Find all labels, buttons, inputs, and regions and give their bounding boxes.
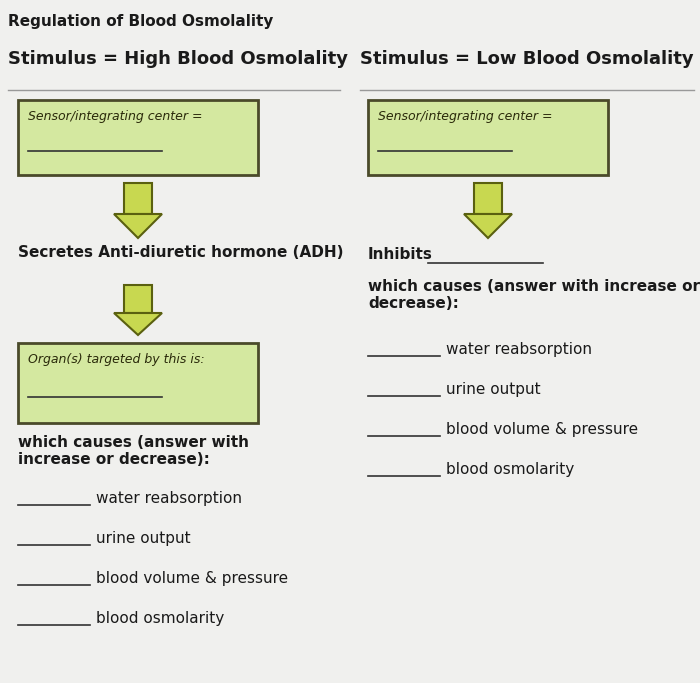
Text: Regulation of Blood Osmolality: Regulation of Blood Osmolality: [8, 14, 274, 29]
Text: blood volume & pressure: blood volume & pressure: [96, 571, 288, 586]
Polygon shape: [464, 214, 512, 238]
Text: Sensor/integrating center =: Sensor/integrating center =: [28, 110, 202, 123]
Text: blood volume & pressure: blood volume & pressure: [446, 422, 638, 437]
Text: urine output: urine output: [96, 531, 190, 546]
Text: Stimulus = High Blood Osmolality: Stimulus = High Blood Osmolality: [8, 50, 348, 68]
Polygon shape: [124, 285, 152, 313]
Text: Organ(s) targeted by this is:: Organ(s) targeted by this is:: [28, 353, 204, 366]
Text: blood osmolarity: blood osmolarity: [446, 462, 574, 477]
Polygon shape: [114, 214, 162, 238]
Text: which causes (answer with
increase or decrease):: which causes (answer with increase or de…: [18, 435, 249, 467]
FancyBboxPatch shape: [368, 100, 608, 175]
Text: Sensor/integrating center =: Sensor/integrating center =: [378, 110, 552, 123]
Polygon shape: [124, 183, 152, 214]
FancyBboxPatch shape: [18, 343, 258, 423]
Polygon shape: [114, 313, 162, 335]
Text: which causes (answer with increase or
decrease):: which causes (answer with increase or de…: [368, 279, 700, 311]
Text: water reabsorption: water reabsorption: [96, 491, 242, 506]
Text: Inhibits: Inhibits: [368, 247, 433, 262]
Polygon shape: [474, 183, 502, 214]
Text: Stimulus = Low Blood Osmolality: Stimulus = Low Blood Osmolality: [360, 50, 694, 68]
Text: urine output: urine output: [446, 382, 540, 397]
FancyBboxPatch shape: [18, 100, 258, 175]
Text: Secretes Anti-diuretic hormone (ADH): Secretes Anti-diuretic hormone (ADH): [18, 245, 344, 260]
Text: blood osmolarity: blood osmolarity: [96, 611, 224, 626]
Text: water reabsorption: water reabsorption: [446, 342, 592, 357]
